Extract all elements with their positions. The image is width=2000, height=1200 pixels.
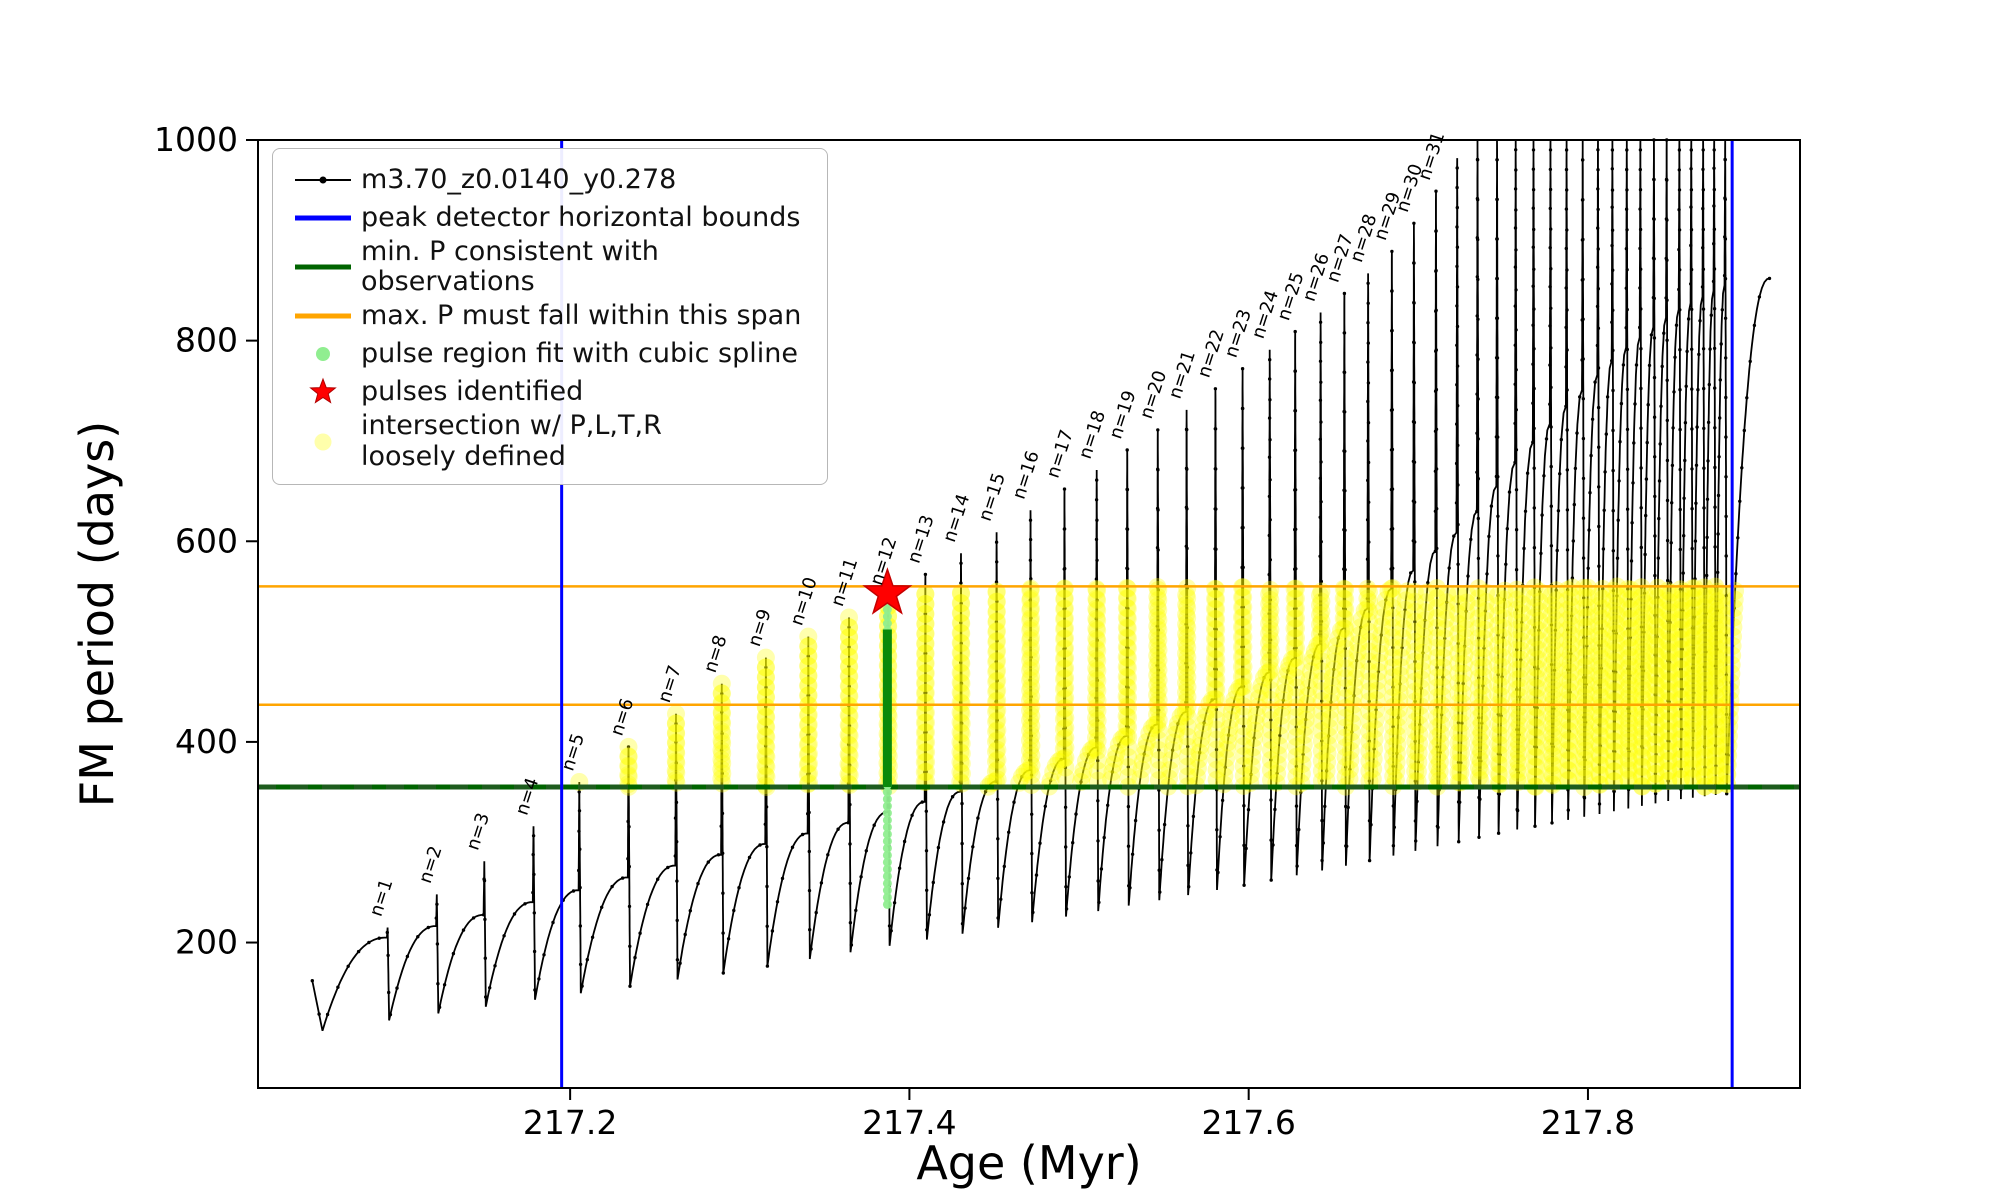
axes-frame xyxy=(257,139,1801,1089)
legend-item-4: max. P must fall within this span xyxy=(291,297,809,335)
legend-item-2: peak detector horizontal bounds xyxy=(291,199,809,237)
legend-item-label: m3.70_z0.0140_y0.278 xyxy=(361,163,677,195)
pulse-label-n16: n=16 xyxy=(1009,448,1044,501)
legend-item-6: pulses identified xyxy=(291,373,809,411)
legend-item-label: pulses identified xyxy=(361,376,584,408)
y-tick-label: 800 xyxy=(175,321,238,360)
pulse-label-n15: n=15 xyxy=(975,470,1010,523)
star-legend-marker xyxy=(291,377,361,407)
legend-item-1: m3.70_z0.0140_y0.278 xyxy=(291,161,809,199)
y-tick-label: 200 xyxy=(175,923,238,962)
y-axis-label: FM period (days) xyxy=(70,420,124,808)
pulse-label-n7: n=7 xyxy=(654,663,686,706)
pulse-label-n31: n=31 xyxy=(1414,129,1449,182)
pulse-label-n14: n=14 xyxy=(939,491,974,544)
legend-item-5: pulse region fit with cubic spline xyxy=(291,335,809,373)
pulse-label-n2: n=2 xyxy=(415,843,447,886)
line-legend-marker xyxy=(291,301,361,331)
legend-item-label: intersection w/ P,L,T,R loosely defined xyxy=(361,410,662,472)
legend-item-label: min. P consistent with observations xyxy=(361,236,659,298)
evolution-track-line xyxy=(311,139,1770,1032)
line-legend-marker xyxy=(291,252,361,282)
y-tick-label: 600 xyxy=(175,521,238,560)
pulse-label-n1: n=1 xyxy=(366,876,398,919)
x-tick-label: 217.6 xyxy=(1201,1103,1295,1142)
legend-item-label: pulse region fit with cubic spline xyxy=(361,338,798,370)
line-legend-marker xyxy=(291,203,361,233)
x-tick-label: 217.8 xyxy=(1541,1103,1635,1142)
legend-item-label: peak detector horizontal bounds xyxy=(361,201,801,233)
line-dot-legend-marker xyxy=(291,165,361,195)
pulse-identified-star xyxy=(862,567,913,615)
pulse-label-n12: n=12 xyxy=(866,534,901,587)
y-tick-label: 400 xyxy=(175,722,238,761)
x-tick-label: 217.2 xyxy=(523,1103,617,1142)
pulse-label-n9: n=9 xyxy=(744,607,776,650)
pulse-label-n8: n=8 xyxy=(700,633,732,676)
pulse-label-n11: n=11 xyxy=(827,556,862,609)
y-tick-label: 1000 xyxy=(154,120,238,159)
pulse-label-n4: n=4 xyxy=(512,775,544,818)
pulse-label-n17: n=17 xyxy=(1043,427,1078,480)
dot-legend-marker xyxy=(291,339,361,369)
legend-item-label: max. P must fall within this span xyxy=(361,300,802,332)
pulse-label-n3: n=3 xyxy=(462,810,494,853)
pulse-label-n6: n=6 xyxy=(607,696,639,739)
x-axis-label: Age (Myr) xyxy=(916,1136,1142,1190)
dot-faint-legend-marker xyxy=(291,427,361,457)
pulse-label-n10: n=10 xyxy=(786,575,821,628)
x-tick-label: 217.4 xyxy=(862,1103,956,1142)
pulse-label-n13: n=13 xyxy=(903,512,938,565)
legend-item-7: intersection w/ P,L,T,R loosely defined xyxy=(291,411,809,471)
legend-item-3: min. P consistent with observations xyxy=(291,236,809,298)
